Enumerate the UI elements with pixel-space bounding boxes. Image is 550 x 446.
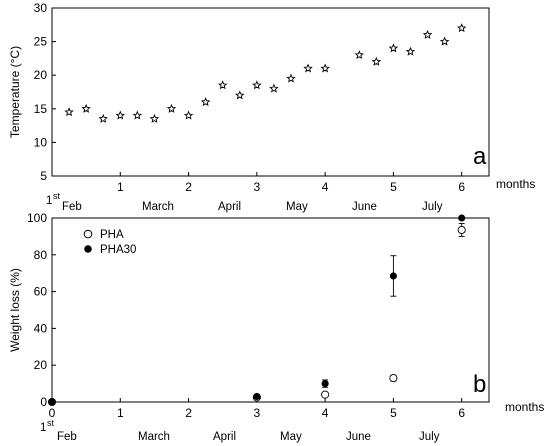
x-tick-label: 3 (254, 180, 261, 194)
panel-b-tag: b (473, 371, 486, 398)
panel-b-month-april: April (213, 431, 236, 443)
temperature-point (252, 80, 262, 90)
panel-a-month-june: June (352, 201, 377, 213)
panel-b-month-march: March (138, 431, 170, 443)
y-tick-label: 40 (34, 321, 48, 335)
x-tick-label: 6 (458, 180, 465, 194)
panel-a-xlabel: months (496, 177, 535, 191)
panel-a-month-march: March (142, 201, 174, 213)
panel-b-month-labels: 1 st Feb March April May June July (40, 418, 440, 443)
legend-pha30-label: PHA30 (100, 244, 136, 256)
panel-b-start-sup: st (47, 418, 55, 428)
pha30-point (389, 272, 397, 280)
y-tick-label: 80 (34, 248, 48, 262)
temperature-point (81, 103, 91, 113)
temperature-point (98, 113, 108, 123)
temperature-point (405, 46, 416, 56)
x-tick-label: 4 (322, 406, 329, 420)
temperature-point (388, 43, 399, 53)
temperature-point (456, 23, 467, 33)
panel-b-points (47, 214, 466, 407)
panel-a-month-may: May (286, 201, 308, 213)
legend-pha30-marker (84, 245, 92, 253)
legend-pha-label: PHA (100, 229, 124, 241)
x-tick-label: 5 (390, 406, 397, 420)
temperature-point (64, 107, 74, 117)
x-tick-label: 0 (49, 406, 56, 420)
temperature-point (235, 90, 245, 100)
y-tick-label: 60 (34, 285, 48, 299)
panel-b-xlabel: months (505, 400, 544, 414)
panel-a-month-labels: 1 st Feb March April May June July (46, 191, 443, 213)
y-tick-label: 20 (34, 68, 48, 82)
panel-a-ylabel: Temperature (°C) (8, 46, 22, 138)
temperature-point (149, 113, 160, 123)
pha30-point (458, 214, 466, 222)
temperature-point (217, 80, 228, 90)
pha-point (389, 374, 398, 383)
panel-b-y-ticks: 0 20 40 60 80 100 (27, 211, 56, 409)
panel-b-month-feb: Feb (57, 431, 77, 443)
x-tick-label: 1 (117, 406, 124, 420)
panel-a-x-ticks: 1 2 3 4 5 6 (117, 172, 465, 194)
panel-b-ylabel: Weight loss (%) (8, 268, 22, 352)
temperature-point (200, 97, 211, 107)
legend-pha-marker (83, 229, 93, 239)
temperature-point (371, 56, 382, 66)
temperature-point (166, 103, 177, 113)
panel-a-frame (51, 7, 490, 177)
x-tick-label: 2 (185, 406, 192, 420)
panel-b-month-may: May (280, 431, 302, 443)
temperature-point (132, 110, 143, 120)
y-tick-label: 25 (34, 35, 48, 49)
panel-b-start-num: 1 (40, 422, 46, 434)
panel-b-month-june: June (346, 431, 371, 443)
x-tick-label: 5 (390, 180, 397, 194)
panel-a-month-april: April (218, 201, 241, 213)
x-tick-label: 2 (185, 180, 192, 194)
panel-a: 5 10 15 20 25 30 1 2 3 4 5 6 Temperature (°C) mont… (8, 1, 535, 213)
pha-point (321, 390, 330, 399)
panel-a-start-num: 1 (46, 195, 52, 207)
temperature-point (422, 29, 433, 39)
panel-a-start-sup: st (53, 191, 61, 201)
temperature-point (320, 63, 330, 73)
panel-a-month-feb: Feb (62, 201, 82, 213)
y-tick-label: 15 (34, 102, 48, 116)
panel-b-frame (51, 217, 490, 403)
pha30-point (48, 398, 56, 406)
x-tick-label: 1 (117, 180, 124, 194)
x-tick-label: 3 (254, 406, 261, 420)
temperature-point (354, 50, 364, 60)
pha-point (457, 225, 466, 235)
temperature-point (303, 63, 313, 73)
y-tick-label: 0 (40, 395, 47, 409)
panel-a-y-ticks: 5 10 15 20 25 30 (34, 1, 56, 183)
panel-a-tag: a (473, 143, 487, 170)
pha30-point (321, 380, 329, 388)
panel-a-month-july: July (422, 201, 443, 213)
temperature-point (269, 83, 279, 93)
y-tick-label: 20 (34, 358, 48, 372)
y-tick-label: 10 (34, 135, 48, 149)
y-tick-label: 100 (27, 211, 47, 225)
temperature-point (286, 73, 296, 83)
temperature-point (183, 110, 194, 120)
pha30-point (253, 392, 261, 401)
y-tick-label: 5 (40, 169, 47, 183)
panel-b-month-july: July (419, 431, 440, 443)
temperature-point (115, 110, 126, 120)
x-tick-label: 4 (322, 180, 329, 194)
panel-b-legend: PHA PHA30 (83, 229, 136, 256)
x-tick-label: 6 (458, 406, 465, 420)
temperature-point (439, 36, 450, 46)
y-tick-label: 30 (34, 1, 48, 15)
panel-a-points (64, 23, 467, 123)
